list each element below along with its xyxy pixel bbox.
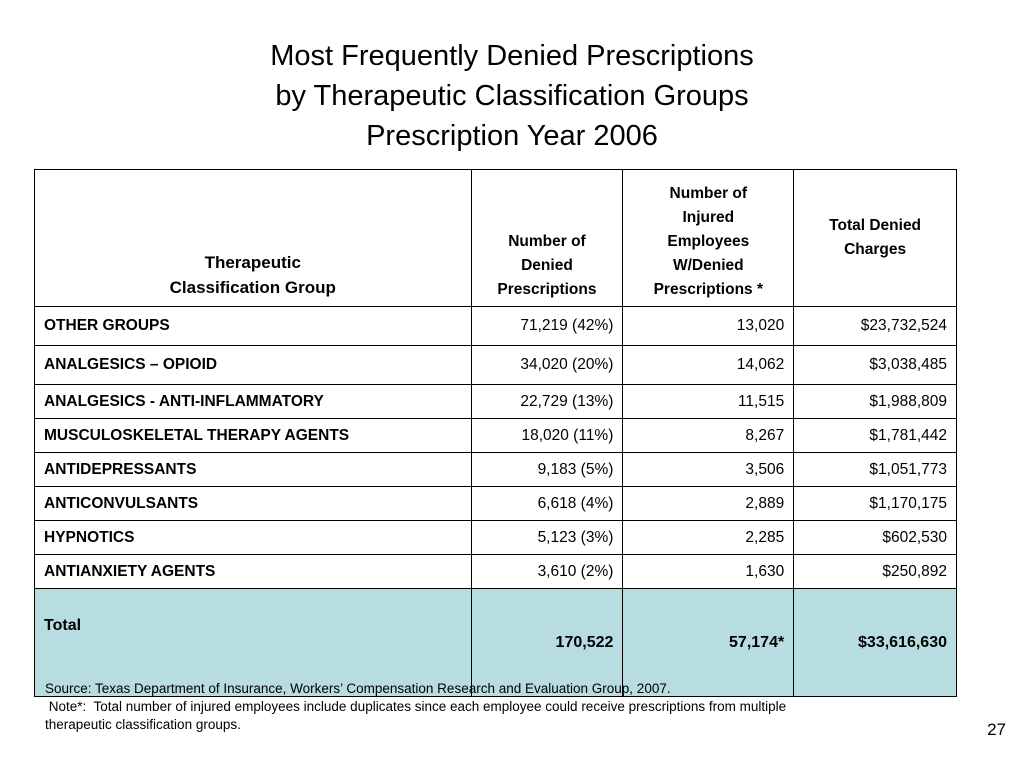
table-header-row: Therapeutic Classification Group Number … <box>34 169 957 307</box>
denied-prescriptions-table: Therapeutic Classification Group Number … <box>34 169 957 697</box>
table-row: ANTIANXIETY AGENTS 3,610 (2%) 1,630 $250… <box>34 554 957 589</box>
row-denied-charges: $23,732,524 <box>793 306 957 346</box>
row-denied-charges: $1,170,175 <box>793 486 957 521</box>
header-denied-prescriptions: Number of Denied Prescriptions <box>470 169 624 307</box>
row-group-name: OTHER GROUPS <box>34 306 472 346</box>
row-group-name: ANALGESICS - ANTI-INFLAMMATORY <box>34 384 472 419</box>
table-row: ANTIDEPRESSANTS 9,183 (5%) 3,506 $1,051,… <box>34 452 957 487</box>
row-injured-employees: 13,020 <box>622 306 795 346</box>
header-line: Prescriptions * <box>653 281 763 298</box>
title-line-2: by Therapeutic Classification Groups <box>275 80 749 112</box>
source-note: Source: Texas Department of Insurance, W… <box>45 681 671 696</box>
footnote: Source: Texas Department of Insurance, W… <box>45 680 995 734</box>
header-injured-employees: Number of Injured Employees W/Denied Pre… <box>622 169 795 307</box>
row-denied-prescriptions: 6,618 (4%) <box>470 486 624 521</box>
row-denied-prescriptions: 34,020 (20%) <box>470 345 624 385</box>
row-group-name: ANTIDEPRESSANTS <box>34 452 472 487</box>
header-line: Number of <box>669 185 748 202</box>
header-line: Prescriptions <box>497 281 597 298</box>
total-denied-prescriptions: 170,522 <box>470 588 624 697</box>
total-denied-charges: $33,616,630 <box>793 588 957 697</box>
row-injured-employees: 8,267 <box>622 418 795 453</box>
total-label: Total <box>34 588 472 697</box>
slide-title: Most Frequently Denied Prescriptions by … <box>0 36 1024 156</box>
header-line: Employees <box>667 233 750 250</box>
row-denied-prescriptions: 3,610 (2%) <box>470 554 624 589</box>
table-row: OTHER GROUPS 71,219 (42%) 13,020 $23,732… <box>34 306 957 346</box>
header-line: Charges <box>844 241 907 258</box>
row-injured-employees: 3,506 <box>622 452 795 487</box>
header-line: Classification Group <box>169 278 336 297</box>
row-denied-charges: $1,988,809 <box>793 384 957 419</box>
row-injured-employees: 1,630 <box>622 554 795 589</box>
title-line-3: Prescription Year 2006 <box>366 120 658 152</box>
row-denied-prescriptions: 18,020 (11%) <box>470 418 624 453</box>
table-row: ANTICONVULSANTS 6,618 (4%) 2,889 $1,170,… <box>34 486 957 521</box>
row-group-name: HYPNOTICS <box>34 520 472 555</box>
header-line: W/Denied <box>672 257 744 274</box>
header-total-denied-charges: Total Denied Charges <box>793 169 957 307</box>
page-number: 27 <box>987 720 1006 739</box>
total-injured-employees: 57,174* <box>622 588 795 697</box>
row-group-name: ANTIANXIETY AGENTS <box>34 554 472 589</box>
row-denied-charges: $1,051,773 <box>793 452 957 487</box>
row-injured-employees: 2,285 <box>622 520 795 555</box>
row-denied-prescriptions: 5,123 (3%) <box>470 520 624 555</box>
row-denied-charges: $1,781,442 <box>793 418 957 453</box>
header-line: Total Denied <box>829 217 922 234</box>
row-denied-prescriptions: 22,729 (13%) <box>470 384 624 419</box>
row-denied-prescriptions: 9,183 (5%) <box>470 452 624 487</box>
row-group-name: ANALGESICS – OPIOID <box>34 345 472 385</box>
row-denied-charges: $250,892 <box>793 554 957 589</box>
table-row: MUSCULOSKELETAL THERAPY AGENTS 18,020 (1… <box>34 418 957 453</box>
table-total-row: Total 170,522 57,174* $33,616,630 <box>34 588 957 697</box>
note-line-2: therapeutic classification groups. <box>45 717 241 732</box>
row-denied-charges: $602,530 <box>793 520 957 555</box>
header-classification-group: Therapeutic Classification Group <box>34 169 472 307</box>
row-denied-charges: $3,038,485 <box>793 345 957 385</box>
row-injured-employees: 14,062 <box>622 345 795 385</box>
title-line-1: Most Frequently Denied Prescriptions <box>270 40 754 72</box>
row-injured-employees: 11,515 <box>622 384 795 419</box>
row-injured-employees: 2,889 <box>622 486 795 521</box>
row-group-name: ANTICONVULSANTS <box>34 486 472 521</box>
header-line: Injured <box>682 209 735 226</box>
table-row: ANALGESICS – OPIOID 34,020 (20%) 14,062 … <box>34 345 957 385</box>
row-group-name: MUSCULOSKELETAL THERAPY AGENTS <box>34 418 472 453</box>
header-line: Number of <box>508 233 586 250</box>
table-row: HYPNOTICS 5,123 (3%) 2,285 $602,530 <box>34 520 957 555</box>
table-row: ANALGESICS - ANTI-INFLAMMATORY 22,729 (1… <box>34 384 957 419</box>
row-denied-prescriptions: 71,219 (42%) <box>470 306 624 346</box>
header-line: Therapeutic <box>204 253 301 272</box>
header-line: Denied <box>521 257 573 274</box>
note-line-1: Note*: Total number of injured employees… <box>45 699 787 714</box>
